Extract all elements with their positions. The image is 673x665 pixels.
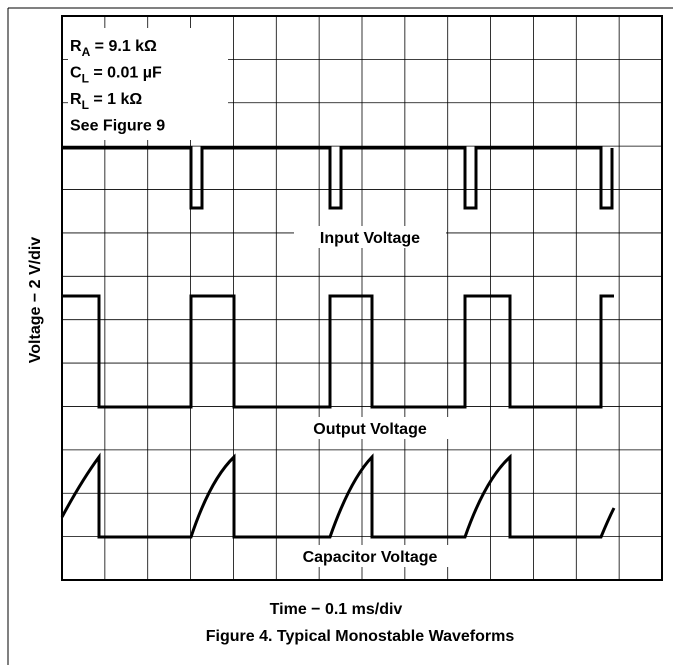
legend-box (68, 28, 228, 140)
input-wave (62, 146, 614, 210)
trace-label: Output Voltage (313, 421, 427, 438)
grid (62, 16, 662, 580)
label-bg (290, 417, 450, 439)
capacitor-wave (60, 452, 616, 539)
trace-label: Input Voltage (320, 230, 420, 247)
legend-line: RL = 1 kΩ (70, 91, 142, 112)
value: = 9.1 kΩ (90, 38, 157, 55)
symbol: R (70, 38, 82, 55)
subscript: L (82, 72, 89, 86)
value: = 0.01 µF (89, 65, 162, 82)
value: = 1 kΩ (89, 91, 142, 108)
label-bg (294, 226, 446, 248)
legend-line: RA = 9.1 kΩ (70, 38, 157, 59)
value: See Figure 9 (70, 118, 165, 135)
output-wave (62, 294, 614, 409)
x-axis-label: Time − 0.1 ms/div (270, 601, 403, 618)
legend-line: See Figure 9 (70, 118, 165, 135)
symbol: C (70, 65, 82, 82)
subscript: A (82, 45, 91, 59)
y-axis-label: Voltage − 2 V/div (27, 237, 44, 364)
plot-border (61, 15, 663, 581)
subscript: L (82, 98, 89, 112)
legend-line: CL = 0.01 µF (70, 65, 162, 86)
trace-label: Capacitor Voltage (303, 549, 438, 566)
label-bg (278, 545, 462, 567)
caption: Figure 4. Typical Monostable Waveforms (206, 628, 515, 645)
symbol: R (70, 91, 82, 108)
